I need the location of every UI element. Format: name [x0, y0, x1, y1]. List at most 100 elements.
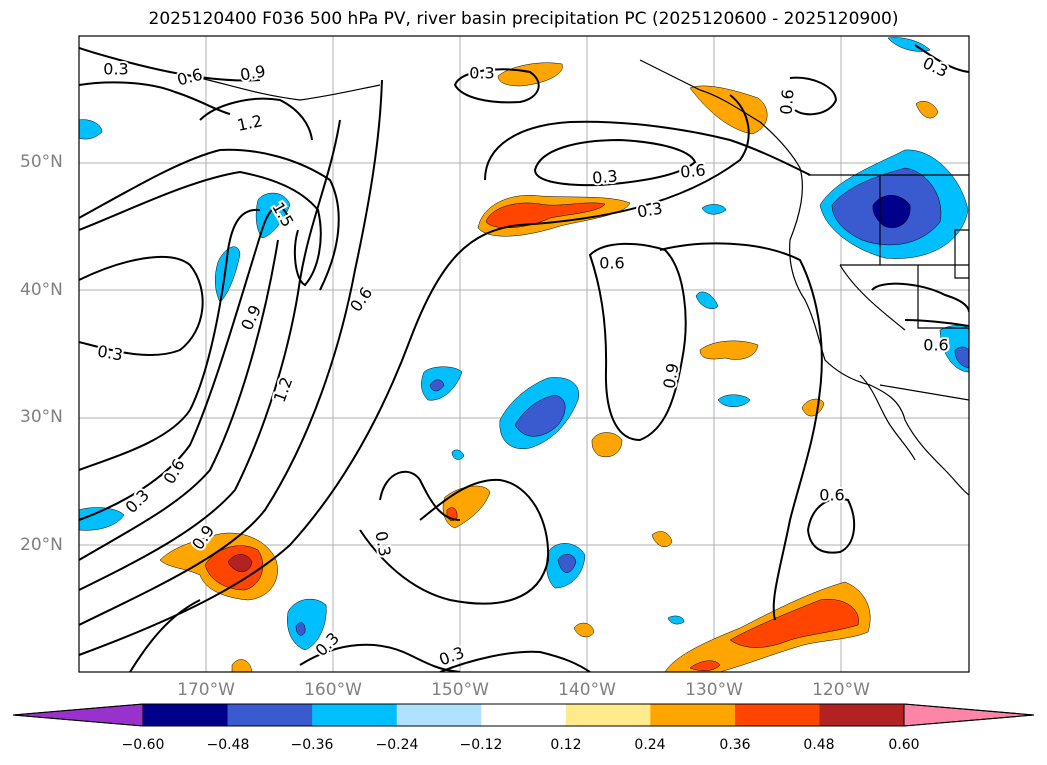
- contour-label: 0.6: [599, 254, 624, 273]
- pv-contour-line: [299, 643, 461, 672]
- pv-contour-line: [129, 599, 201, 672]
- precip-negative-region: [287, 598, 327, 651]
- pv-contour-line: [359, 478, 550, 605]
- precip-anomalies: [79, 37, 969, 672]
- state-border: [954, 229, 969, 279]
- pv-contour-line: [79, 81, 231, 115]
- precip-positive-region: [231, 659, 253, 672]
- coastline-alaska: [199, 77, 381, 101]
- state-border: [879, 384, 969, 401]
- state-border: [917, 265, 969, 329]
- pv-contour-line: [904, 319, 969, 327]
- precip-negative-region: [514, 394, 566, 437]
- colorbar-segment: [819, 704, 905, 726]
- coastlines: [199, 59, 969, 496]
- colorbar-segment: [481, 704, 567, 726]
- graticule: [79, 36, 969, 672]
- coastline-alaska-panhandle: [639, 59, 701, 91]
- state-border: [839, 264, 906, 331]
- lat-label-30n: 30°N: [20, 407, 63, 427]
- precip-negative-region: [215, 246, 241, 303]
- colorbar-tick: −0.12: [459, 737, 503, 753]
- pv-contour-line: [79, 148, 340, 291]
- colorbar-segment: [565, 704, 651, 726]
- precip-negative-region: [79, 119, 103, 140]
- pv-contour-line: [79, 239, 279, 561]
- contour-label: 0.3: [469, 64, 494, 83]
- lon-label-160w: 160°W: [304, 680, 362, 700]
- pv-contour-line: [588, 242, 687, 442]
- pv-contour-line: [79, 205, 291, 521]
- colorbar-extend-high: [903, 703, 1035, 727]
- pv-contour-line: [533, 138, 697, 187]
- colorbar-segment: [734, 704, 820, 726]
- precip-positive-region: [689, 660, 721, 671]
- pv-contour-line: [79, 47, 261, 82]
- colorbar-tick: 0.24: [634, 737, 666, 753]
- pv-contour-line: [79, 208, 261, 471]
- colorbar-tick: 0.36: [719, 737, 751, 753]
- lon-label-140w: 140°W: [558, 680, 616, 700]
- colorbar-tick: −0.60: [121, 737, 165, 753]
- contour-label: 0.6: [923, 336, 948, 355]
- colorbar-extend-low: [12, 703, 144, 727]
- precip-negative-region: [872, 195, 911, 228]
- contour-label: 0.6: [819, 486, 844, 505]
- precip-negative-region: [695, 291, 719, 309]
- precip-positive-region: [573, 622, 595, 638]
- precip-negative-region: [667, 615, 685, 625]
- pv-contour-line: [914, 44, 969, 73]
- contour-label: 0.3: [371, 530, 394, 558]
- pv-contour-line: [871, 282, 969, 313]
- precip-positive-region: [591, 432, 623, 458]
- colorbar-segment: [650, 704, 736, 726]
- lat-label-40n: 40°N: [20, 280, 63, 300]
- precip-negative-region: [255, 192, 291, 239]
- pv-contour-line: [659, 242, 823, 621]
- precip-negative-region: [429, 379, 445, 392]
- pv-contour-line: [79, 79, 383, 626]
- colorbar-tick: −0.24: [375, 737, 419, 753]
- precip-negative-region: [295, 622, 306, 636]
- colorbar-tick: 0.48: [803, 737, 835, 753]
- pv-contour-line: [806, 497, 856, 554]
- contour-label: 0.6: [679, 160, 706, 181]
- pv-contour-line: [484, 120, 811, 181]
- precip-positive-region: [651, 531, 673, 547]
- colorbar-tick: −0.36: [290, 737, 334, 753]
- colorbar-segment: [227, 704, 313, 726]
- map-title: 2025120400 F036 500 hPa PV, river basin …: [148, 9, 899, 29]
- colorbar-tick: 0.60: [888, 737, 920, 753]
- precip-positive-region: [227, 554, 253, 572]
- pv-contour-line: [79, 94, 750, 656]
- contour-label: 0.6: [776, 88, 797, 115]
- colorbar-segment: [396, 704, 482, 726]
- precip-negative-region: [717, 394, 751, 407]
- precip-negative-region: [954, 346, 969, 369]
- precip-positive-region: [497, 62, 563, 87]
- precip-positive-region: [729, 599, 859, 648]
- map-frame: [78, 35, 970, 673]
- pv-contour-line: [79, 119, 341, 591]
- pv-contours: [79, 44, 969, 672]
- lon-label-150w: 150°W: [431, 680, 489, 700]
- precip-positive-region: [699, 340, 759, 360]
- lat-label-20n: 20°N: [20, 535, 63, 555]
- precip-negative-region: [79, 507, 125, 531]
- pv-contour-line: [199, 97, 313, 141]
- pv-contour-line: [789, 76, 838, 116]
- lat-label-50n: 50°N: [20, 152, 63, 172]
- pv-contour-line: [453, 68, 540, 104]
- pv-contour-line: [79, 170, 322, 287]
- precip-negative-region: [701, 204, 727, 215]
- precip-positive-region: [915, 101, 939, 119]
- pv-contour-line: [79, 255, 204, 357]
- colorbar-outline: [12, 703, 1035, 727]
- colorbar-tick: −0.48: [206, 737, 250, 753]
- colorbar: [12, 703, 1035, 727]
- colorbar-tick: 0.12: [550, 737, 582, 753]
- pv-contour-line: [379, 470, 461, 521]
- precip-negative-region: [451, 449, 465, 460]
- coastline-baja: [859, 374, 916, 461]
